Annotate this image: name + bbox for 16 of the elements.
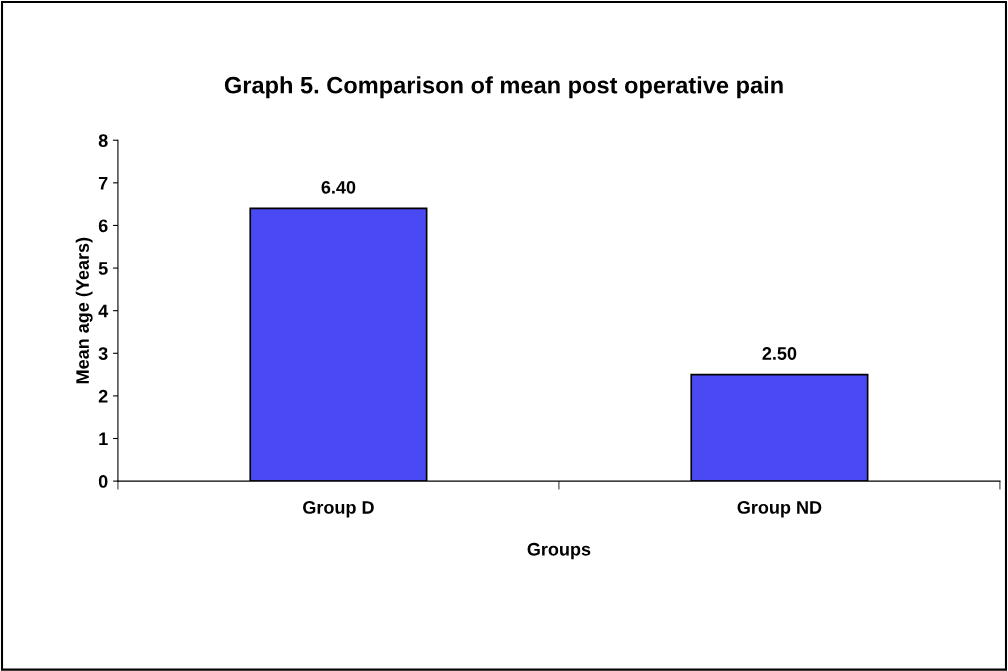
y-tick-label: 3 bbox=[98, 347, 108, 361]
y-axis-title: Mean age (Years) bbox=[75, 237, 93, 384]
y-tick-label: 4 bbox=[98, 304, 109, 318]
y-tick-label: 8 bbox=[98, 134, 108, 147]
data-label: 2.50 bbox=[762, 347, 797, 360]
y-tick-label: 0 bbox=[98, 475, 108, 488]
x-axis-title: Groups bbox=[527, 542, 591, 560]
y-tick-label: 5 bbox=[98, 262, 108, 275]
data-label: 6.40 bbox=[321, 180, 356, 194]
y-tick-label: 7 bbox=[98, 176, 108, 190]
x-tick-label: Group ND bbox=[737, 501, 822, 518]
y-tick-label: 6 bbox=[98, 219, 108, 233]
chart-title: Graph 5. Comparison of mean post operative pain bbox=[224, 76, 783, 99]
y-tick-label: 2 bbox=[98, 389, 108, 403]
y-tick-label: 1 bbox=[99, 432, 108, 446]
x-tick-label: Group D bbox=[303, 501, 374, 518]
